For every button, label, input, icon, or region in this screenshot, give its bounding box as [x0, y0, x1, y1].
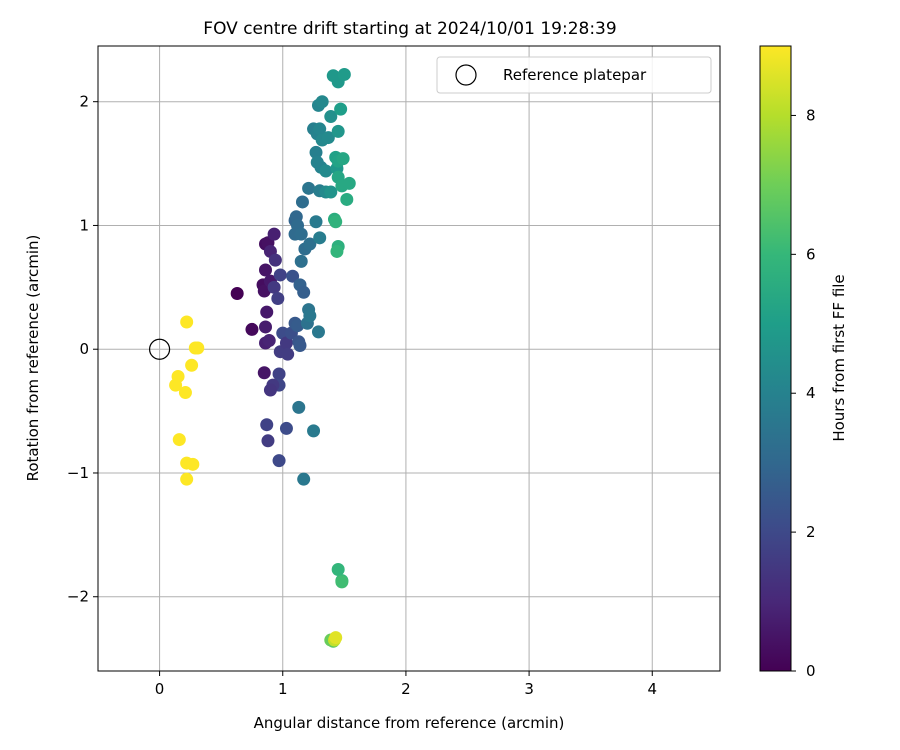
data-point	[324, 185, 338, 199]
legend-label: Reference platepar	[503, 66, 647, 84]
data-point	[309, 215, 323, 229]
colorbar-tick-label: 6	[806, 245, 816, 263]
data-point	[329, 215, 343, 229]
data-point	[272, 454, 286, 468]
data-point	[172, 433, 186, 447]
data-point	[315, 95, 329, 109]
data-point	[185, 358, 199, 372]
data-point	[257, 284, 271, 298]
data-point	[293, 339, 307, 353]
data-point	[178, 386, 192, 400]
data-point	[340, 192, 354, 206]
data-point	[336, 152, 350, 166]
data-point	[313, 231, 327, 245]
reference-marker	[148, 338, 171, 360]
x-tick-label: 4	[647, 680, 657, 698]
data-point	[342, 176, 356, 190]
data-point	[321, 131, 335, 145]
data-point	[268, 253, 282, 267]
colorbar-tick-label: 0	[806, 662, 816, 680]
data-point	[337, 67, 351, 81]
plot-frame	[97, 45, 721, 672]
data-point	[313, 122, 327, 136]
data-point	[330, 244, 344, 258]
data-point	[279, 336, 293, 350]
data-point	[191, 341, 205, 355]
y-tick-label: −2	[67, 588, 89, 606]
x-tick-label: 1	[278, 680, 288, 698]
data-point	[294, 227, 308, 241]
x-tick-label: 3	[524, 680, 534, 698]
data-point	[273, 268, 287, 282]
chart-title: FOV centre drift starting at 2024/10/01 …	[203, 19, 616, 39]
y-tick-label: 1	[79, 216, 89, 234]
data-point	[309, 145, 323, 159]
grid-lines	[98, 46, 720, 671]
data-point	[271, 291, 285, 305]
data-point	[294, 254, 308, 268]
axis-ticks: 0 1 2 3 4 −2 −1 0 1 2	[67, 93, 657, 698]
data-point	[335, 575, 349, 589]
data-point	[334, 102, 348, 116]
data-point	[291, 319, 305, 333]
y-tick-label: −1	[67, 464, 89, 482]
colorbar-label: Hours from first FF file	[830, 274, 848, 441]
y-tick-label: 0	[79, 340, 89, 358]
data-point	[272, 367, 286, 381]
data-point	[279, 421, 293, 435]
reference-point	[148, 338, 171, 360]
y-tick-label: 2	[79, 93, 89, 111]
data-point	[307, 424, 321, 438]
data-point	[259, 263, 273, 277]
data-point	[262, 334, 276, 348]
data-point	[267, 280, 281, 294]
data-points	[169, 67, 356, 648]
data-point	[329, 631, 343, 645]
data-point	[319, 164, 333, 178]
data-point	[303, 237, 317, 251]
colorbar-tick-label: 8	[806, 106, 816, 124]
data-point	[230, 287, 244, 301]
legend-marker-icon	[455, 64, 477, 86]
y-axis-label: Rotation from reference (arcmin)	[24, 235, 42, 482]
plot-area: 0 1 2 3 4 −2 −1 0 1 2	[67, 45, 721, 698]
colorbar-strip	[759, 45, 792, 672]
data-point	[297, 285, 311, 299]
data-point	[311, 325, 325, 339]
data-point	[281, 347, 295, 361]
data-point	[169, 378, 183, 392]
legend: Reference platepar	[436, 56, 712, 94]
colorbar-tick-label: 4	[806, 384, 816, 402]
data-point	[302, 181, 316, 195]
data-point	[180, 315, 194, 329]
colorbar-tick-label: 2	[806, 523, 816, 541]
x-axis-label: Angular distance from reference (arcmin)	[254, 714, 565, 732]
data-point	[260, 418, 274, 432]
colorbar-ticks: 0 2 4 6 8	[791, 106, 816, 680]
data-point	[331, 563, 345, 577]
x-tick-label: 2	[401, 680, 411, 698]
colorbar: 0 2 4 6 8 Hours from first FF file	[759, 45, 848, 680]
data-point	[286, 269, 300, 283]
data-point	[257, 366, 271, 380]
data-point	[261, 434, 275, 448]
data-point	[260, 305, 274, 319]
data-point	[303, 309, 317, 323]
data-point	[295, 195, 309, 209]
data-point	[186, 457, 200, 471]
data-point	[263, 383, 277, 397]
data-point	[324, 110, 338, 124]
data-point	[259, 320, 273, 334]
data-point	[297, 472, 311, 486]
data-point	[331, 124, 345, 138]
legend-box	[436, 56, 712, 94]
data-point	[267, 227, 281, 241]
data-point	[292, 400, 306, 414]
x-tick-label: 0	[155, 680, 165, 698]
data-point	[180, 472, 194, 486]
data-point	[245, 322, 259, 336]
